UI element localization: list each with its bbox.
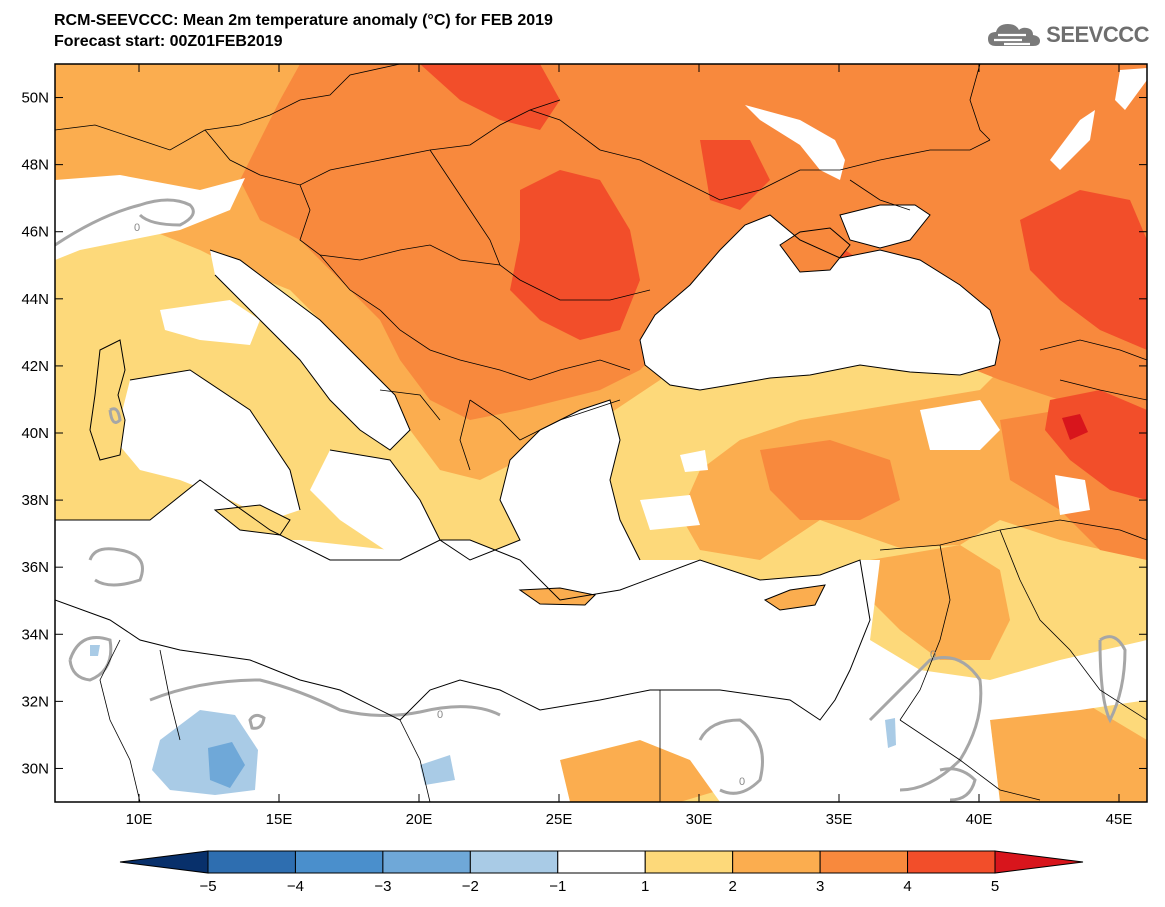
colorbar-label: −1 — [549, 878, 566, 895]
colorbar-swatch — [294, 850, 384, 874]
lon-tick-label: 15E — [266, 811, 293, 828]
lat-tick-label: 40N — [21, 425, 49, 442]
volga-band — [1115, 68, 1147, 110]
lon-tick-label: 35E — [826, 811, 853, 828]
adriatic-sea — [210, 250, 410, 450]
black-sea — [640, 215, 1000, 390]
colorbar-swatch — [207, 850, 296, 874]
colorbar-swatch — [382, 850, 471, 874]
anomaly-4-5-romania — [510, 170, 640, 340]
colorbar-label: 1 — [641, 878, 649, 895]
low-anomaly-anatolia-2 — [680, 450, 708, 472]
anomaly-2-3-egypt — [560, 740, 720, 802]
anomaly-4-5-north — [420, 64, 560, 130]
crimea — [780, 228, 850, 272]
colorbar-label: −3 — [374, 878, 391, 895]
ionian-aegean-sea — [310, 400, 640, 600]
colorbar-label: 5 — [991, 878, 999, 895]
lat-tick-label: 38N — [21, 492, 49, 509]
longitude-axis: 10E 15E 20E 25E 30E 35E 40E 45E — [126, 64, 1133, 828]
colorbar-swatch — [732, 850, 821, 874]
colorbar-min-arrow — [119, 850, 209, 874]
coastlines — [55, 204, 1001, 721]
lon-tick-label: 40E — [966, 811, 993, 828]
colorbar-label: −5 — [199, 878, 216, 895]
lat-tick-label: 42N — [21, 358, 49, 375]
dnieper-river-band — [745, 105, 845, 180]
anomaly-3-4 — [240, 64, 1147, 440]
latitude-axis: 50N 48N 46N 44N 42N 40N 38N 36N 34N 32N 30N — [21, 90, 1147, 777]
sicily — [215, 505, 290, 535]
negative-anomaly-tunisia — [90, 645, 100, 656]
lon-tick-label: 25E — [546, 811, 573, 828]
lat-tick-label: 30N — [21, 760, 49, 777]
colorbar-label: −2 — [462, 878, 479, 895]
seevccc-logo: SEEVCCC — [986, 20, 1149, 50]
mediterranean-sea — [55, 480, 870, 720]
colorbar-swatch — [819, 850, 909, 874]
negative-anomaly-east-libya — [420, 755, 455, 785]
negative-anomaly-libya-core — [208, 742, 245, 788]
lon-tick-label: 10E — [126, 811, 153, 828]
don-river-band — [1050, 110, 1095, 170]
colorbar-label: 2 — [728, 878, 736, 895]
map-title: RCM-SEEVCCC: Mean 2m temperature anomaly… — [54, 12, 553, 29]
anomaly-2-3-iraq — [990, 700, 1147, 802]
negative-anomaly-sinai — [885, 718, 896, 748]
lat-tick-label: 46N — [21, 224, 49, 241]
colorbar: −5 −4 −3 −2 −1 1 2 3 4 5 — [119, 850, 1084, 895]
contour-label-zero: 0 — [437, 709, 443, 721]
forecast-start: Forecast start: 00Z01FEB2019 — [54, 33, 283, 50]
tyrrhenian-sea — [115, 370, 300, 520]
contour-label-zero: 0 — [930, 649, 936, 661]
colorbar-label: −4 — [287, 878, 304, 895]
lat-tick-label: 44N — [21, 291, 49, 308]
colorbar-swatch — [469, 850, 559, 874]
colorbar-swatch — [907, 850, 996, 874]
lat-tick-label: 34N — [21, 626, 49, 643]
contour-label-zero: 0 — [739, 776, 745, 788]
low-anomaly-anatolia-1 — [920, 400, 1000, 450]
colorbar-label: 3 — [816, 878, 824, 895]
lon-tick-label: 45E — [1106, 811, 1133, 828]
map-field: 0 0 0 0 — [55, 64, 1147, 802]
logo-text: SEEVCCC — [1046, 22, 1149, 47]
colorbar-label: 4 — [903, 878, 911, 895]
lat-tick-label: 36N — [21, 559, 49, 576]
low-anomaly-anatolia-3 — [1055, 475, 1090, 515]
colorbar-swatch — [557, 850, 646, 874]
low-anomaly-po — [160, 300, 260, 345]
lat-tick-label: 32N — [21, 693, 49, 710]
colorbar-max-arrow — [994, 850, 1084, 874]
lon-tick-label: 20E — [406, 811, 433, 828]
corsica-sardinia — [90, 340, 125, 460]
colorbar-swatch — [644, 850, 734, 874]
cyprus — [765, 585, 825, 610]
low-anomaly-alps — [55, 175, 245, 260]
crete — [520, 588, 595, 605]
anomaly-3-4-anatolia — [760, 440, 900, 520]
anomaly-4-5-ukraine — [700, 140, 770, 210]
sea-of-azov — [840, 205, 930, 248]
low-anomaly-anatolia-4 — [640, 495, 700, 530]
anomaly-4-5-russia — [1020, 190, 1147, 350]
lon-tick-label: 30E — [686, 811, 713, 828]
lat-tick-label: 50N — [21, 90, 49, 107]
zero-contours — [55, 198, 1127, 802]
country-borders — [55, 64, 1147, 802]
anomaly-2-3-levant — [870, 545, 1010, 660]
anomaly-5-plus — [1062, 414, 1088, 440]
cloud-icon — [988, 24, 1041, 46]
contour-label-zero: 0 — [134, 222, 140, 234]
lat-tick-label: 48N — [21, 157, 49, 174]
